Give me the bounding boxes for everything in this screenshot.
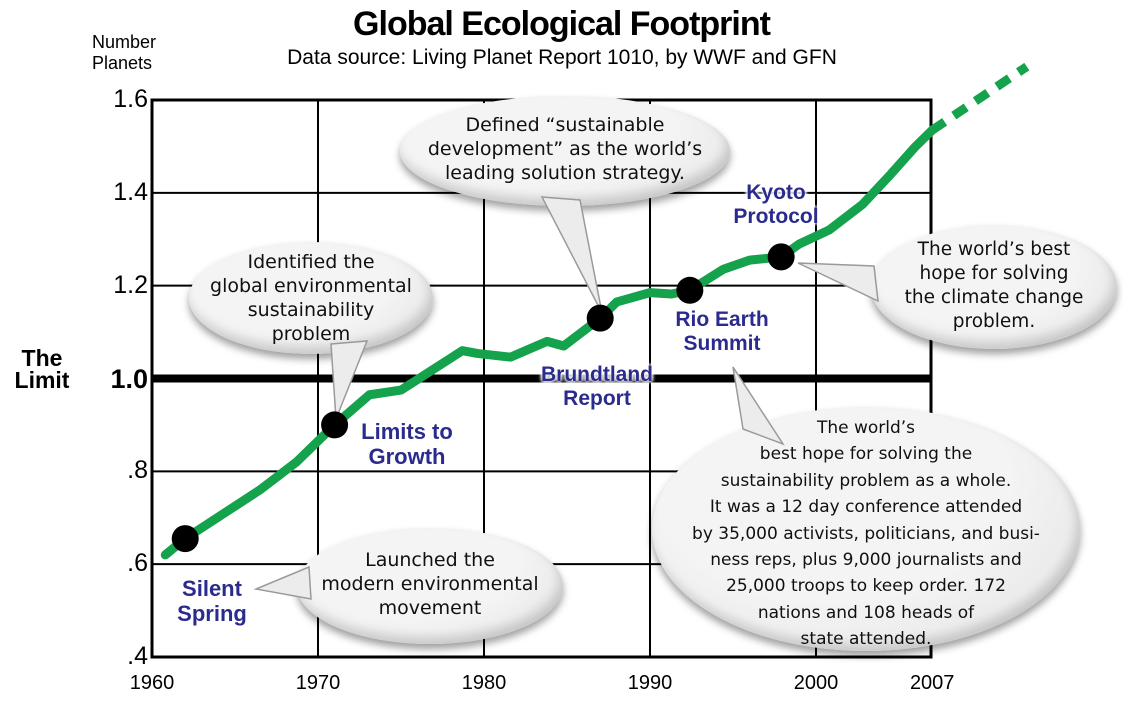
y-tick-label-1.6: 1.6 [113, 85, 148, 113]
y-axis-label-line: Planets [92, 53, 153, 73]
y-tick-label-1.0: 1.0 [110, 363, 148, 394]
event-label-brundtland-report: Brundtland Report [530, 363, 664, 411]
event-label-limits-to-growth: Limits to Growth [351, 419, 463, 469]
y-tick-label-1.4: 1.4 [113, 177, 148, 206]
callout-text-line: The world’s [816, 418, 916, 438]
event-label-line: Report [563, 387, 631, 410]
event-label-line: Growth [368, 444, 446, 469]
callout-text-line: best hope for solving the [759, 444, 973, 465]
limit-label-line: The [21, 345, 63, 371]
callout-text-line: Launched the [365, 549, 495, 571]
chart-title: Global Ecological Footprint [353, 5, 771, 43]
x-tick-label-2000: 2000 [793, 672, 839, 694]
x-tick-label-1990: 1990 [627, 672, 673, 694]
y-tick-label-1.2: 1.2 [113, 270, 148, 299]
limit-label-line: Limit [14, 367, 70, 393]
bubble-tail-defined [540, 196, 603, 314]
callout-text-launched: Launched the modern environmental movement [297, 548, 563, 620]
callout-text-line: modern environmental [321, 573, 539, 595]
footprint-projection-dashed [929, 62, 1030, 134]
callout-text-rio: The world’s best hope for solving the sust… [652, 415, 1080, 653]
event-label-silent-spring: Silent Spring [159, 576, 265, 626]
callout-text-line: hope for solving [919, 263, 1069, 284]
callout-text-line: Defined “sustainable [465, 114, 665, 136]
callout-text-line: leading solution strategy. [445, 162, 685, 184]
event-label-line: Spring [177, 601, 247, 626]
y-axis-label-line: Number [92, 32, 157, 52]
callout-text-line: by 35,000 activists, politicians, and bu… [692, 523, 1040, 544]
callout-text-line: development” as the world’s [427, 138, 703, 160]
callout-text-line: sustainability problem as a whole. [720, 470, 1012, 491]
event-dot-brundtland-report [586, 304, 614, 332]
event-dot-kyoto-protocol [767, 243, 795, 271]
callout-text-line: ness reps, plus 9,000 journalists and [710, 550, 1022, 571]
event-label-rio-earth-summit: Rio Earth Summit [660, 308, 784, 356]
x-tick-label-1970: 1970 [295, 672, 341, 694]
callout-text-identified: Identified the global environmental sustai… [189, 250, 433, 346]
x-tick-label-1960: 1960 [129, 672, 175, 694]
callout-text-line: It was a 12 day conference attended [709, 497, 1023, 518]
callout-text-line: the climate change [904, 287, 1084, 308]
callout-text-line: sustainability [247, 299, 375, 321]
event-dot-limits-to-growth [321, 411, 349, 439]
callout-text-defined: Defined “sustainable development” as the … [400, 113, 730, 185]
callout-text-climate: The world’s best hope for solving the clim… [871, 238, 1117, 334]
event-label-line: Kyoto [746, 181, 806, 204]
y-tick-label-.4: .4 [127, 642, 148, 670]
event-label-line: Brundtland [541, 363, 653, 386]
event-label-kyoto-protocol: Kyoto Protocol [720, 181, 832, 229]
event-dot-rio-earth-summit [676, 276, 704, 304]
callout-text-line: problem [271, 323, 351, 345]
event-dot-silent-spring [171, 525, 199, 553]
y-axis-label: Number Planets [92, 32, 156, 74]
y-tick-label-.6: .6 [127, 549, 148, 578]
x-tick-label-2007: 2007 [909, 672, 955, 694]
callout-text-line: The world’s best [917, 239, 1071, 260]
chart-subtitle: Data source: Living Planet Report 1010, … [287, 46, 837, 69]
callout-text-line: 25,000 troops to keep order. 172 [726, 576, 1006, 597]
event-label-line: Silent [182, 576, 242, 601]
event-label-line: Limits to [361, 419, 453, 444]
callout-text-line: movement [378, 597, 482, 619]
limit-label: The Limit [2, 345, 82, 393]
callout-text-line: global environmental [210, 275, 412, 297]
event-label-line: Summit [683, 332, 761, 355]
event-label-line: Rio Earth [675, 308, 769, 331]
callout-text-line: Identified the [247, 251, 375, 273]
y-tick-label-.8: .8 [127, 456, 148, 485]
event-label-line: Protocol [733, 205, 819, 228]
callout-text-line: problem. [952, 311, 1036, 332]
callout-text-line: state attended. [800, 629, 932, 650]
bubble-tail-climate [797, 262, 879, 303]
callout-text-line: nations and 108 heads of [757, 602, 975, 623]
x-tick-label-1980: 1980 [461, 672, 507, 694]
